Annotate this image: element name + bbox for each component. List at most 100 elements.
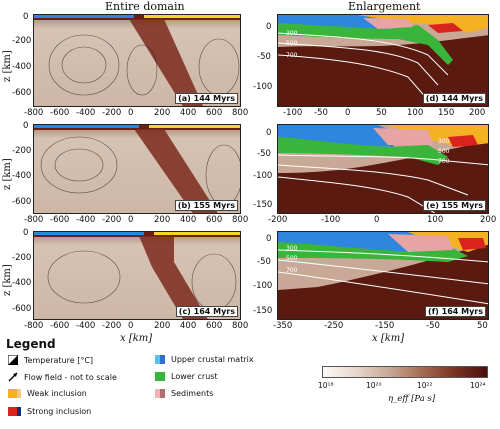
ytick-e-2: -100 bbox=[253, 171, 273, 181]
ytick-f-1: -50 bbox=[257, 257, 271, 267]
iso-d-300: 300 bbox=[286, 30, 298, 37]
panel-d-label: (d) 144 Myrs bbox=[422, 93, 486, 104]
panel-a: (a) 144 Myrs bbox=[33, 14, 241, 107]
xtick-b-1: -600 bbox=[50, 215, 70, 225]
viscosity-colorbar bbox=[322, 366, 488, 378]
ytick-c-3: -600 bbox=[12, 304, 32, 314]
xtick-c-5: 200 bbox=[154, 321, 171, 331]
xtick-e-3: 100 bbox=[427, 215, 444, 225]
legend-upper-crust-label: Upper crustal matrix bbox=[171, 355, 254, 364]
legend-upper-crust: Upper crustal matrix bbox=[155, 355, 254, 364]
iso-e-300: 300 bbox=[438, 138, 450, 145]
weak-inclusion-swatch bbox=[8, 389, 21, 398]
ytick-e-3: -150 bbox=[253, 200, 273, 210]
ytick-b-1: -200 bbox=[12, 146, 32, 156]
panel-b-label: (b) 155 Myrs bbox=[174, 200, 238, 211]
xtick-a-5: 200 bbox=[154, 108, 171, 118]
xtick-a-1: -600 bbox=[50, 108, 70, 118]
xtick-a-7: 600 bbox=[206, 108, 223, 118]
panel-c-label: (c) 164 Myrs bbox=[175, 306, 238, 317]
header-enlargement: Enlargement bbox=[348, 0, 421, 13]
ytick-d-0: 0 bbox=[266, 22, 272, 32]
panel-e: 300 500 700 (e) 155 Myrs bbox=[277, 124, 489, 214]
panel-f-plot: 300 500 700 bbox=[278, 232, 488, 319]
xtick-b-8: 800 bbox=[232, 215, 249, 225]
arrow-icon bbox=[8, 372, 18, 382]
panel-a-plot bbox=[34, 15, 240, 106]
temperature-swatch-icon bbox=[8, 355, 18, 365]
zlabel-a: z [km] bbox=[2, 50, 13, 82]
xtick-a-0: -800 bbox=[24, 108, 44, 118]
xtick-d-0: -100 bbox=[283, 108, 303, 118]
xtick-c-2: -400 bbox=[76, 321, 96, 331]
legend-flow-label: Flow field - not to scale bbox=[24, 372, 117, 382]
xtick-e-2: 0 bbox=[374, 215, 380, 225]
xtick-a-2: -400 bbox=[76, 108, 96, 118]
header-entire-domain: Entire domain bbox=[105, 0, 185, 13]
ytick-c-1: -200 bbox=[12, 253, 32, 263]
panel-f: 300 500 700 (f) 164 Myrs bbox=[277, 231, 489, 320]
legend-title: Legend bbox=[6, 337, 56, 351]
sediments-swatch bbox=[155, 389, 165, 398]
xtick-d-6: 200 bbox=[469, 108, 486, 118]
xtick-d-3: 50 bbox=[376, 108, 387, 118]
ytick-a-0: 0 bbox=[23, 12, 29, 22]
xtick-f-0: -350 bbox=[273, 321, 293, 331]
iso-d-700: 700 bbox=[286, 52, 298, 59]
panel-f-label: (f) 164 Myrs bbox=[425, 306, 486, 317]
panel-d: 300 500 700 (d) 144 Myrs bbox=[277, 14, 489, 107]
xtick-c-3: -200 bbox=[102, 321, 122, 331]
zlabel-b: z [km] bbox=[2, 158, 13, 190]
xtick-c-0: -800 bbox=[24, 321, 44, 331]
legend-sediments-label: Sediments bbox=[171, 389, 214, 398]
iso-f-300: 300 bbox=[286, 245, 298, 252]
xtick-c-7: 600 bbox=[206, 321, 223, 331]
xtick-d-5: 150 bbox=[438, 108, 455, 118]
cbar-tick-18: 10¹⁸ bbox=[318, 381, 334, 390]
panel-c: (c) 164 Myrs bbox=[33, 231, 241, 320]
legend-temperature: Temperature [°C] bbox=[8, 355, 93, 365]
xtick-e-4: 200 bbox=[480, 215, 497, 225]
xtick-c-6: 400 bbox=[180, 321, 197, 331]
ytick-f-3: -150 bbox=[253, 306, 273, 316]
xtick-b-7: 600 bbox=[206, 215, 223, 225]
xtick-b-4: 0 bbox=[128, 215, 134, 225]
lower-crust-swatch bbox=[155, 372, 165, 381]
legend-lower-crust-label: Lower crust bbox=[171, 372, 218, 381]
ytick-b-0: 0 bbox=[23, 121, 29, 131]
xtick-b-5: 200 bbox=[154, 215, 171, 225]
ytick-e-1: -50 bbox=[257, 149, 271, 159]
xtick-d-1: -50 bbox=[314, 108, 328, 118]
iso-e-700: 700 bbox=[438, 158, 450, 165]
xtick-e-0: -200 bbox=[268, 215, 288, 225]
zlabel-c: z [km] bbox=[2, 264, 13, 296]
iso-e-500: 500 bbox=[438, 148, 450, 155]
xtick-f-3: -50 bbox=[426, 321, 440, 331]
ytick-f-2: -100 bbox=[253, 281, 273, 291]
legend-strong: Strong inclusion bbox=[8, 407, 91, 416]
xtick-c-4: 0 bbox=[128, 321, 134, 331]
upper-crust-swatch bbox=[155, 355, 165, 364]
legend-weak-label: Weak inclusion bbox=[27, 389, 87, 398]
colorbar-label: η_eff [Pa s] bbox=[388, 394, 436, 404]
ytick-e-0: 0 bbox=[266, 128, 272, 138]
xtick-b-3: -200 bbox=[102, 215, 122, 225]
xtick-e-1: -100 bbox=[321, 215, 341, 225]
ytick-c-2: -400 bbox=[12, 278, 32, 288]
panel-d-plot: 300 500 700 bbox=[278, 15, 488, 106]
legend-strong-label: Strong inclusion bbox=[27, 407, 92, 416]
panel-e-plot: 300 500 700 bbox=[278, 125, 488, 213]
ytick-a-3: -600 bbox=[12, 88, 32, 98]
xtick-a-4: 0 bbox=[128, 108, 134, 118]
iso-d-500: 500 bbox=[286, 40, 298, 47]
ytick-c-0: 0 bbox=[23, 228, 29, 238]
xtick-f-2: -150 bbox=[375, 321, 395, 331]
ytick-d-2: -100 bbox=[253, 82, 273, 92]
xtick-f-4: 50 bbox=[477, 321, 488, 331]
legend-sediments: Sediments bbox=[155, 389, 213, 398]
xtick-a-8: 800 bbox=[232, 108, 249, 118]
xlabel-left: x [km] bbox=[120, 333, 153, 344]
legend-lower-crust: Lower crust bbox=[155, 372, 218, 381]
cbar-tick-22: 10²² bbox=[417, 381, 433, 390]
xtick-d-2: 0 bbox=[345, 108, 351, 118]
